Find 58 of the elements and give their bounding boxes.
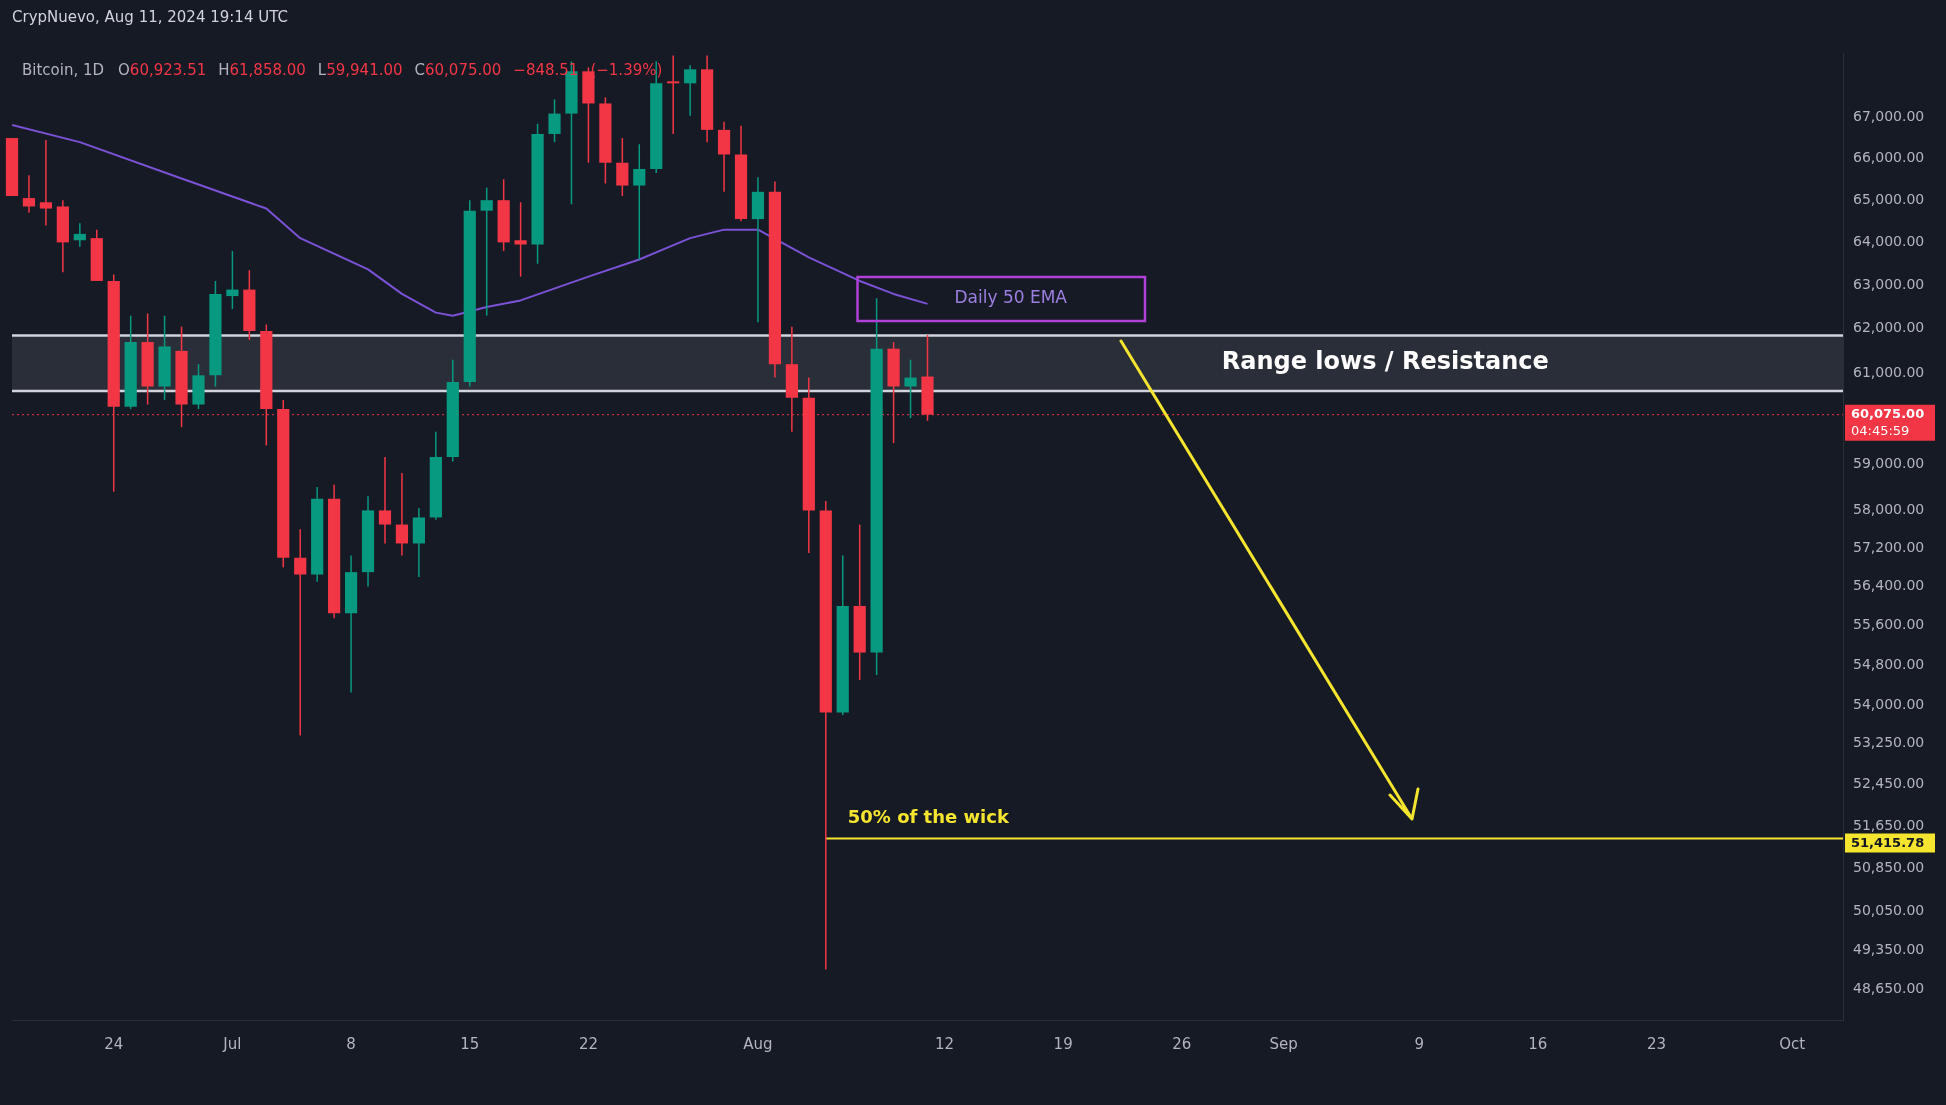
x-tick-label: 22 [578, 1034, 598, 1053]
candlestick [548, 98, 561, 143]
y-tick-label: 59,000.00 [1853, 454, 1925, 471]
y-tick-label: 52,450.00 [1853, 774, 1925, 791]
candlestick [904, 358, 917, 419]
data-label: 51,415.78 [1851, 834, 1925, 850]
y-tick-label: 57,200.00 [1853, 538, 1925, 555]
y-tick-label: 50,850.00 [1853, 859, 1925, 876]
band-label: Range lows / Resistance [1221, 347, 1549, 376]
y-tick-label: 55,600.00 [1853, 616, 1925, 633]
text: CrypNuevo, Aug 11, 2024 19:14 UTC [12, 8, 288, 26]
candlestick [633, 143, 646, 261]
annotation: Daily 50 EMA [954, 287, 1068, 308]
candlestick [378, 456, 392, 545]
ref-line-label: 60,075.00 [1851, 406, 1925, 422]
x-tick-label: 23 [1646, 1034, 1667, 1053]
y-tick-label: 65,000.00 [1853, 190, 1925, 207]
y-tick-label: 56,400.00 [1853, 577, 1925, 594]
candlestick [616, 137, 629, 197]
candlestick [73, 222, 86, 248]
y-tick-label: 58,000.00 [1853, 501, 1925, 518]
candlestick [514, 201, 527, 278]
x-tick-label: 8 [346, 1034, 356, 1053]
x-tick-label: 15 [460, 1034, 480, 1053]
candlestick [22, 174, 36, 214]
y-tick-label: 67,000.00 [1853, 108, 1925, 125]
y-tick-label: 54,800.00 [1853, 655, 1925, 672]
candlestick [480, 186, 493, 317]
candlestick [294, 528, 307, 737]
x-tick-label: Jul [222, 1034, 242, 1053]
y-tick-label: 54,000.00 [1853, 695, 1925, 712]
y-tick-label: 62,000.00 [1853, 319, 1925, 336]
candlestick [226, 250, 239, 310]
x-tick-label: Aug [743, 1034, 773, 1053]
x-tick-label: 24 [104, 1034, 124, 1053]
text: 04:45:59 [1851, 423, 1910, 439]
x-tick-label: 26 [1172, 1034, 1192, 1053]
candlestick [684, 64, 697, 117]
y-tick-label: 48,650.00 [1853, 979, 1925, 996]
text: Bitcoin, 1D [22, 61, 105, 80]
x-tick-label: 9 [1414, 1034, 1424, 1053]
y-tick-label: 50,050.00 [1853, 902, 1925, 919]
candlestick [395, 472, 409, 557]
y-tick-label: 61,000.00 [1853, 363, 1925, 380]
x-tick-label: Oct [1779, 1034, 1806, 1053]
y-tick-label: 51,650.00 [1853, 816, 1925, 833]
y-tick-label: 63,000.00 [1853, 275, 1925, 292]
y-tick-label: 53,250.00 [1853, 733, 1925, 750]
y-tick-label: 66,000.00 [1853, 149, 1925, 166]
candlestick [39, 139, 53, 227]
y-tick-label: 64,000.00 [1853, 233, 1925, 250]
x-tick-label: 19 [1053, 1034, 1073, 1053]
x-tick-label: Sep [1269, 1034, 1298, 1053]
x-tick-label: 16 [1528, 1034, 1548, 1053]
candlestick [667, 54, 680, 135]
y-tick-label: 49,350.00 [1853, 940, 1925, 957]
x-tick-label: 12 [934, 1034, 954, 1053]
annotation: 50% of the wick [847, 806, 1010, 828]
